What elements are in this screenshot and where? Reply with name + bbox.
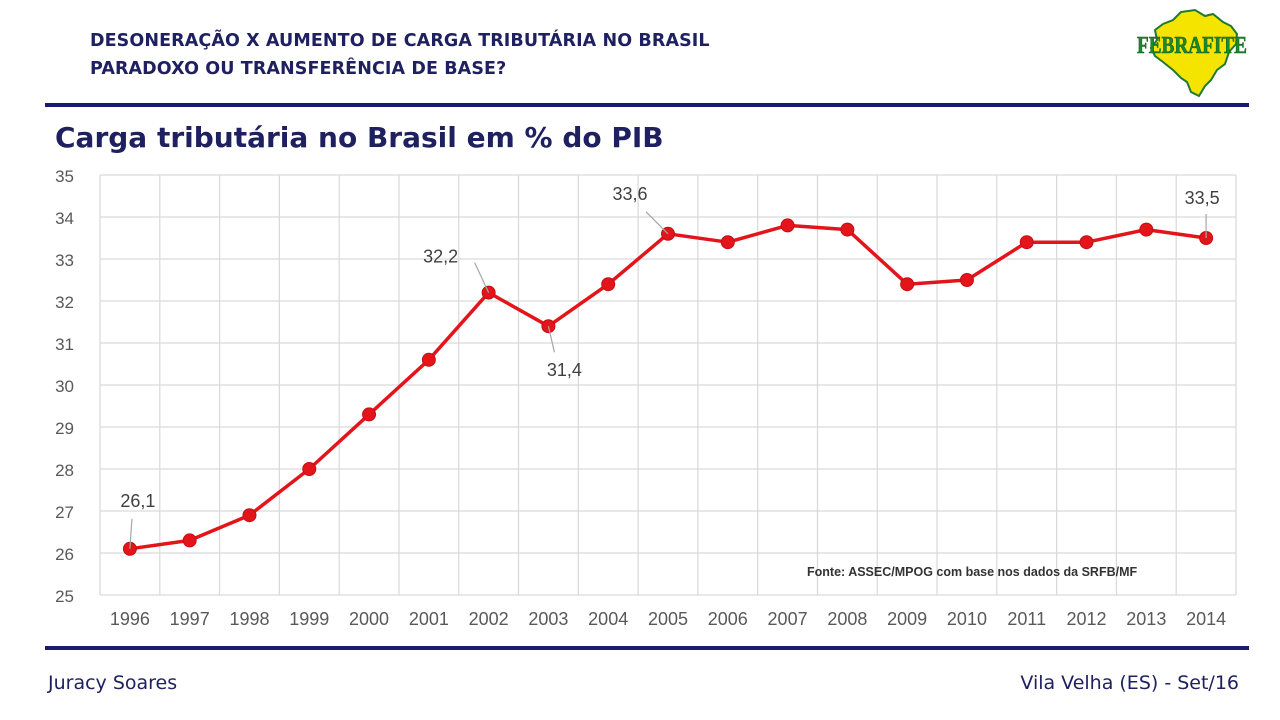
y-tick-label: 29	[55, 419, 74, 438]
bottom-divider	[45, 646, 1249, 650]
x-tick-label: 2011	[1007, 609, 1046, 629]
data-point	[302, 462, 317, 476]
y-axis-ticks: 25 26 27 28 29 30 31 32 33 34 35	[55, 167, 74, 606]
y-tick-label: 25	[55, 587, 74, 606]
data-label: 31,4	[547, 360, 582, 380]
data-label: 26,1	[120, 491, 155, 511]
slide-title: Carga tributária no Brasil em % do PIB	[55, 121, 664, 154]
x-tick-label: 2013	[1126, 609, 1166, 629]
data-point	[601, 277, 616, 292]
chart-annotations: 26,1 32,2 31,4 33,6 33,5	[120, 184, 1220, 549]
y-tick-label: 26	[55, 545, 74, 564]
y-tick-label: 33	[55, 251, 74, 270]
footer-place-date: Vila Velha (ES) - Set/16	[1020, 672, 1239, 694]
annotation-leader	[474, 262, 490, 293]
data-point	[840, 222, 855, 237]
data-point	[959, 273, 974, 287]
header: DESONERAÇÃO X AUMENTO DE CARGA TRIBUTÁRI…	[90, 27, 710, 83]
header-line-2: PARADOXO OU TRANSFERÊNCIA DE BASE?	[90, 59, 507, 79]
x-axis-ticks: 1996 1997 1998 1999 2000 2001 2002 2003 2004 2005…	[110, 609, 1226, 629]
data-point	[421, 352, 436, 367]
x-tick-label: 1996	[110, 609, 150, 629]
febrafite-logo: FEBRAFITE	[1137, 8, 1247, 98]
x-tick-label: 2003	[528, 609, 568, 629]
data-point	[780, 218, 795, 233]
chart-series	[122, 218, 1214, 556]
data-point	[1079, 235, 1094, 250]
y-tick-label: 28	[55, 461, 74, 480]
x-tick-label: 2001	[409, 609, 449, 629]
annotation-leader	[547, 326, 556, 353]
data-point	[1019, 235, 1034, 250]
series-line	[129, 223, 1207, 551]
x-tick-label: 1999	[289, 609, 329, 629]
y-tick-label: 27	[55, 503, 74, 522]
x-tick-label: 2008	[827, 609, 867, 629]
data-point	[242, 508, 257, 523]
chart-grid	[99, 174, 1237, 596]
top-divider	[45, 103, 1249, 107]
x-tick-label: 2009	[887, 609, 927, 629]
data-label: 33,6	[612, 184, 647, 204]
annotation-leader	[129, 518, 133, 549]
x-tick-label: 2006	[708, 609, 748, 629]
y-tick-label: 32	[55, 293, 74, 312]
x-tick-label: 2005	[648, 609, 688, 629]
data-label: 32,2	[423, 247, 458, 267]
data-point	[182, 533, 197, 548]
x-tick-label: 2014	[1186, 609, 1226, 629]
data-point	[362, 407, 377, 422]
logo-text: FEBRAFITE	[1137, 33, 1247, 59]
data-label: 33,5	[1185, 188, 1220, 208]
x-tick-label: 1998	[229, 609, 269, 629]
x-tick-label: 2004	[588, 609, 628, 629]
x-tick-label: 2002	[469, 609, 509, 629]
x-tick-label: 1997	[170, 609, 210, 629]
y-tick-label: 35	[55, 167, 74, 186]
x-tick-label: 2000	[349, 609, 389, 629]
data-point	[900, 277, 915, 292]
x-tick-label: 2007	[768, 609, 808, 629]
brazil-map-icon	[1149, 8, 1239, 98]
data-point	[1139, 222, 1154, 237]
x-tick-label: 2012	[1067, 609, 1107, 629]
source-note: Fonte: ASSEC/MPOG com base nos dados da …	[807, 565, 1137, 579]
y-tick-label: 30	[55, 377, 74, 396]
x-tick-label: 2010	[947, 609, 987, 629]
y-tick-label: 31	[55, 335, 74, 354]
data-point	[720, 235, 735, 250]
header-line-1: DESONERAÇÃO X AUMENTO DE CARGA TRIBUTÁRI…	[90, 31, 710, 51]
footer-author: Juracy Soares	[48, 672, 178, 694]
line-chart: 25 26 27 28 29 30 31 32 33 34 35 1996 1997 1998 1999 2…	[55, 167, 1237, 629]
annotation-leader	[645, 211, 669, 235]
y-tick-label: 34	[55, 209, 74, 228]
